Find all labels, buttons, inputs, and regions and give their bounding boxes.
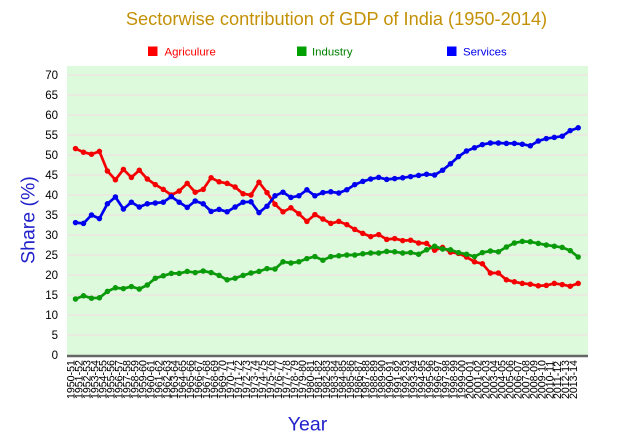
svg-text:70: 70 <box>45 70 58 82</box>
svg-text:1987-88: 1987-88 <box>361 360 373 399</box>
svg-text:1982-83: 1982-83 <box>321 360 333 399</box>
svg-text:Agriculure: Agriculure <box>165 47 216 59</box>
svg-text:2002-03: 2002-03 <box>480 360 492 399</box>
svg-text:1996-97: 1996-97 <box>433 360 445 399</box>
svg-text:1985-86: 1985-86 <box>345 360 357 399</box>
svg-text:10: 10 <box>45 310 58 322</box>
svg-text:2008-09: 2008-09 <box>528 360 540 399</box>
svg-text:1994-95: 1994-95 <box>417 360 429 399</box>
svg-text:1960-61: 1960-61 <box>145 360 157 399</box>
svg-text:20: 20 <box>45 270 58 282</box>
svg-text:25: 25 <box>45 250 58 262</box>
svg-text:1989-90: 1989-90 <box>377 360 389 399</box>
svg-text:1964-65: 1964-65 <box>177 360 189 399</box>
svg-text:1988-89: 1988-89 <box>369 360 381 399</box>
svg-text:1961-62: 1961-62 <box>153 360 165 399</box>
svg-text:2005-06: 2005-06 <box>504 360 516 399</box>
svg-text:Services: Services <box>463 47 507 59</box>
svg-text:1999-00: 1999-00 <box>457 360 469 399</box>
svg-text:35: 35 <box>45 210 58 222</box>
svg-text:1981-82: 1981-82 <box>313 360 325 399</box>
svg-text:1973-74: 1973-74 <box>249 360 261 399</box>
svg-text:1991-92: 1991-92 <box>393 360 405 399</box>
svg-text:1971-72: 1971-72 <box>233 360 245 399</box>
svg-text:1980-81: 1980-81 <box>305 360 317 399</box>
svg-text:1992-93: 1992-93 <box>401 360 413 399</box>
svg-text:2009-10: 2009-10 <box>536 360 548 399</box>
svg-text:1954-55: 1954-55 <box>97 360 109 399</box>
svg-text:55: 55 <box>45 130 58 142</box>
svg-text:1968-69: 1968-69 <box>209 360 221 399</box>
svg-text:1957-58: 1957-58 <box>121 360 133 399</box>
svg-text:1983-84: 1983-84 <box>329 360 341 399</box>
svg-text:1984-85: 1984-85 <box>337 360 349 399</box>
svg-text:2001-02: 2001-02 <box>472 360 484 399</box>
svg-text:60: 60 <box>45 110 58 122</box>
svg-text:1952-53: 1952-53 <box>82 360 94 399</box>
svg-text:1990-91: 1990-91 <box>385 360 397 399</box>
svg-text:1993-94: 1993-94 <box>409 360 421 399</box>
svg-text:45: 45 <box>45 170 58 182</box>
svg-text:1969-70: 1969-70 <box>217 360 229 399</box>
svg-text:1959-60: 1959-60 <box>137 360 149 399</box>
svg-text:0: 0 <box>52 350 58 362</box>
svg-text:Industry: Industry <box>312 47 353 59</box>
svg-text:2010-11: 2010-11 <box>544 361 556 399</box>
svg-text:2012-13: 2012-13 <box>560 360 572 399</box>
svg-text:1966-67: 1966-67 <box>193 360 205 399</box>
svg-text:1958-59: 1958-59 <box>129 360 141 399</box>
svg-text:2007-08: 2007-08 <box>520 360 532 399</box>
svg-text:Sectorwise contribution of GDP: Sectorwise contribution of GDP of India … <box>126 9 547 29</box>
svg-text:1955-56: 1955-56 <box>105 360 117 399</box>
svg-text:2011-12: 2011-12 <box>552 361 564 399</box>
svg-text:2006-07: 2006-07 <box>512 360 524 399</box>
svg-text:1995-96: 1995-96 <box>425 360 437 399</box>
svg-text:1963-64: 1963-64 <box>169 360 181 399</box>
svg-text:30: 30 <box>45 230 58 242</box>
svg-text:2004-05: 2004-05 <box>496 360 508 399</box>
svg-text:1956-57: 1956-57 <box>113 360 125 399</box>
svg-text:Share (%): Share (%) <box>18 176 40 264</box>
svg-text:1997-98: 1997-98 <box>441 360 453 399</box>
svg-text:1986-87: 1986-87 <box>353 360 365 399</box>
svg-text:2000-01: 2000-01 <box>465 360 477 399</box>
svg-text:5: 5 <box>52 330 58 342</box>
svg-text:1998-99: 1998-99 <box>449 360 461 399</box>
svg-text:1979-80: 1979-80 <box>297 360 309 399</box>
svg-text:1967-68: 1967-68 <box>201 360 213 399</box>
svg-text:1965-66: 1965-66 <box>185 360 197 399</box>
svg-text:2013-14: 2013-14 <box>568 360 580 399</box>
svg-text:1953-54: 1953-54 <box>89 360 101 399</box>
svg-text:15: 15 <box>45 290 58 302</box>
svg-text:50: 50 <box>45 150 58 162</box>
svg-text:1977-78: 1977-78 <box>281 360 293 399</box>
svg-text:1950-51: 1950-51 <box>66 360 78 399</box>
svg-text:1962-63: 1962-63 <box>161 360 173 399</box>
svg-text:1978-79: 1978-79 <box>289 360 301 399</box>
svg-text:1972-73: 1972-73 <box>241 360 253 399</box>
svg-text:1951-52: 1951-52 <box>74 360 86 399</box>
svg-text:2003-04: 2003-04 <box>488 360 500 399</box>
svg-text:1975-76: 1975-76 <box>265 360 277 399</box>
svg-text:1976-77: 1976-77 <box>273 360 285 399</box>
svg-text:Year: Year <box>288 414 328 436</box>
svg-text:40: 40 <box>45 190 58 202</box>
svg-text:1970-71: 1970-71 <box>225 360 237 399</box>
svg-text:1974-75: 1974-75 <box>257 360 269 399</box>
svg-text:65: 65 <box>45 90 58 102</box>
